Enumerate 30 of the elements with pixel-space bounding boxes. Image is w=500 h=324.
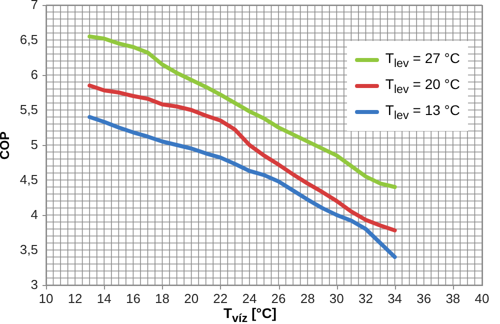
legend-label: T$_{lev}$ = 27 °C [385,50,460,70]
x-tick-label: 22 [213,291,228,306]
y-tick-label: 3 [30,277,38,292]
x-tick-label: 32 [358,291,373,306]
legend-label: T$_{lev}$ = 20 °C [385,76,460,96]
x-tick-label: 28 [300,291,315,306]
y-tick-label: 4 [30,207,38,222]
x-tick-label: 26 [271,291,286,306]
x-tick-label: 36 [416,291,432,306]
x-tick-label: 30 [329,291,344,306]
x-tick-label: 16 [126,291,140,306]
y-tick-label: 4,5 [20,172,38,187]
y-tick-label: 5,5 [20,102,38,117]
y-tick-label: 5 [30,137,38,152]
x-tick-label: 38 [446,291,460,306]
legend-label: T$_{lev}$ = 13 °C [385,102,460,122]
x-tick-label: 20 [184,291,199,306]
x-tick-label: 10 [38,291,54,306]
x-axis-title: T$_{víz}$ [°C] [222,305,278,324]
y-tick-label: 6 [30,67,38,82]
y-tick-label: 3,5 [20,242,38,257]
x-tick-label: 40 [474,291,490,306]
x-tick-label: 34 [388,291,402,306]
y-axis-title: COP [0,131,12,160]
y-tick-label: 7 [30,0,38,12]
x-tick-label: 14 [96,291,112,306]
x-tick-label: 12 [68,291,82,306]
y-tick-label: 6,5 [20,32,38,47]
x-tick-label: 24 [242,291,257,306]
x-tick-label: 18 [155,291,170,306]
